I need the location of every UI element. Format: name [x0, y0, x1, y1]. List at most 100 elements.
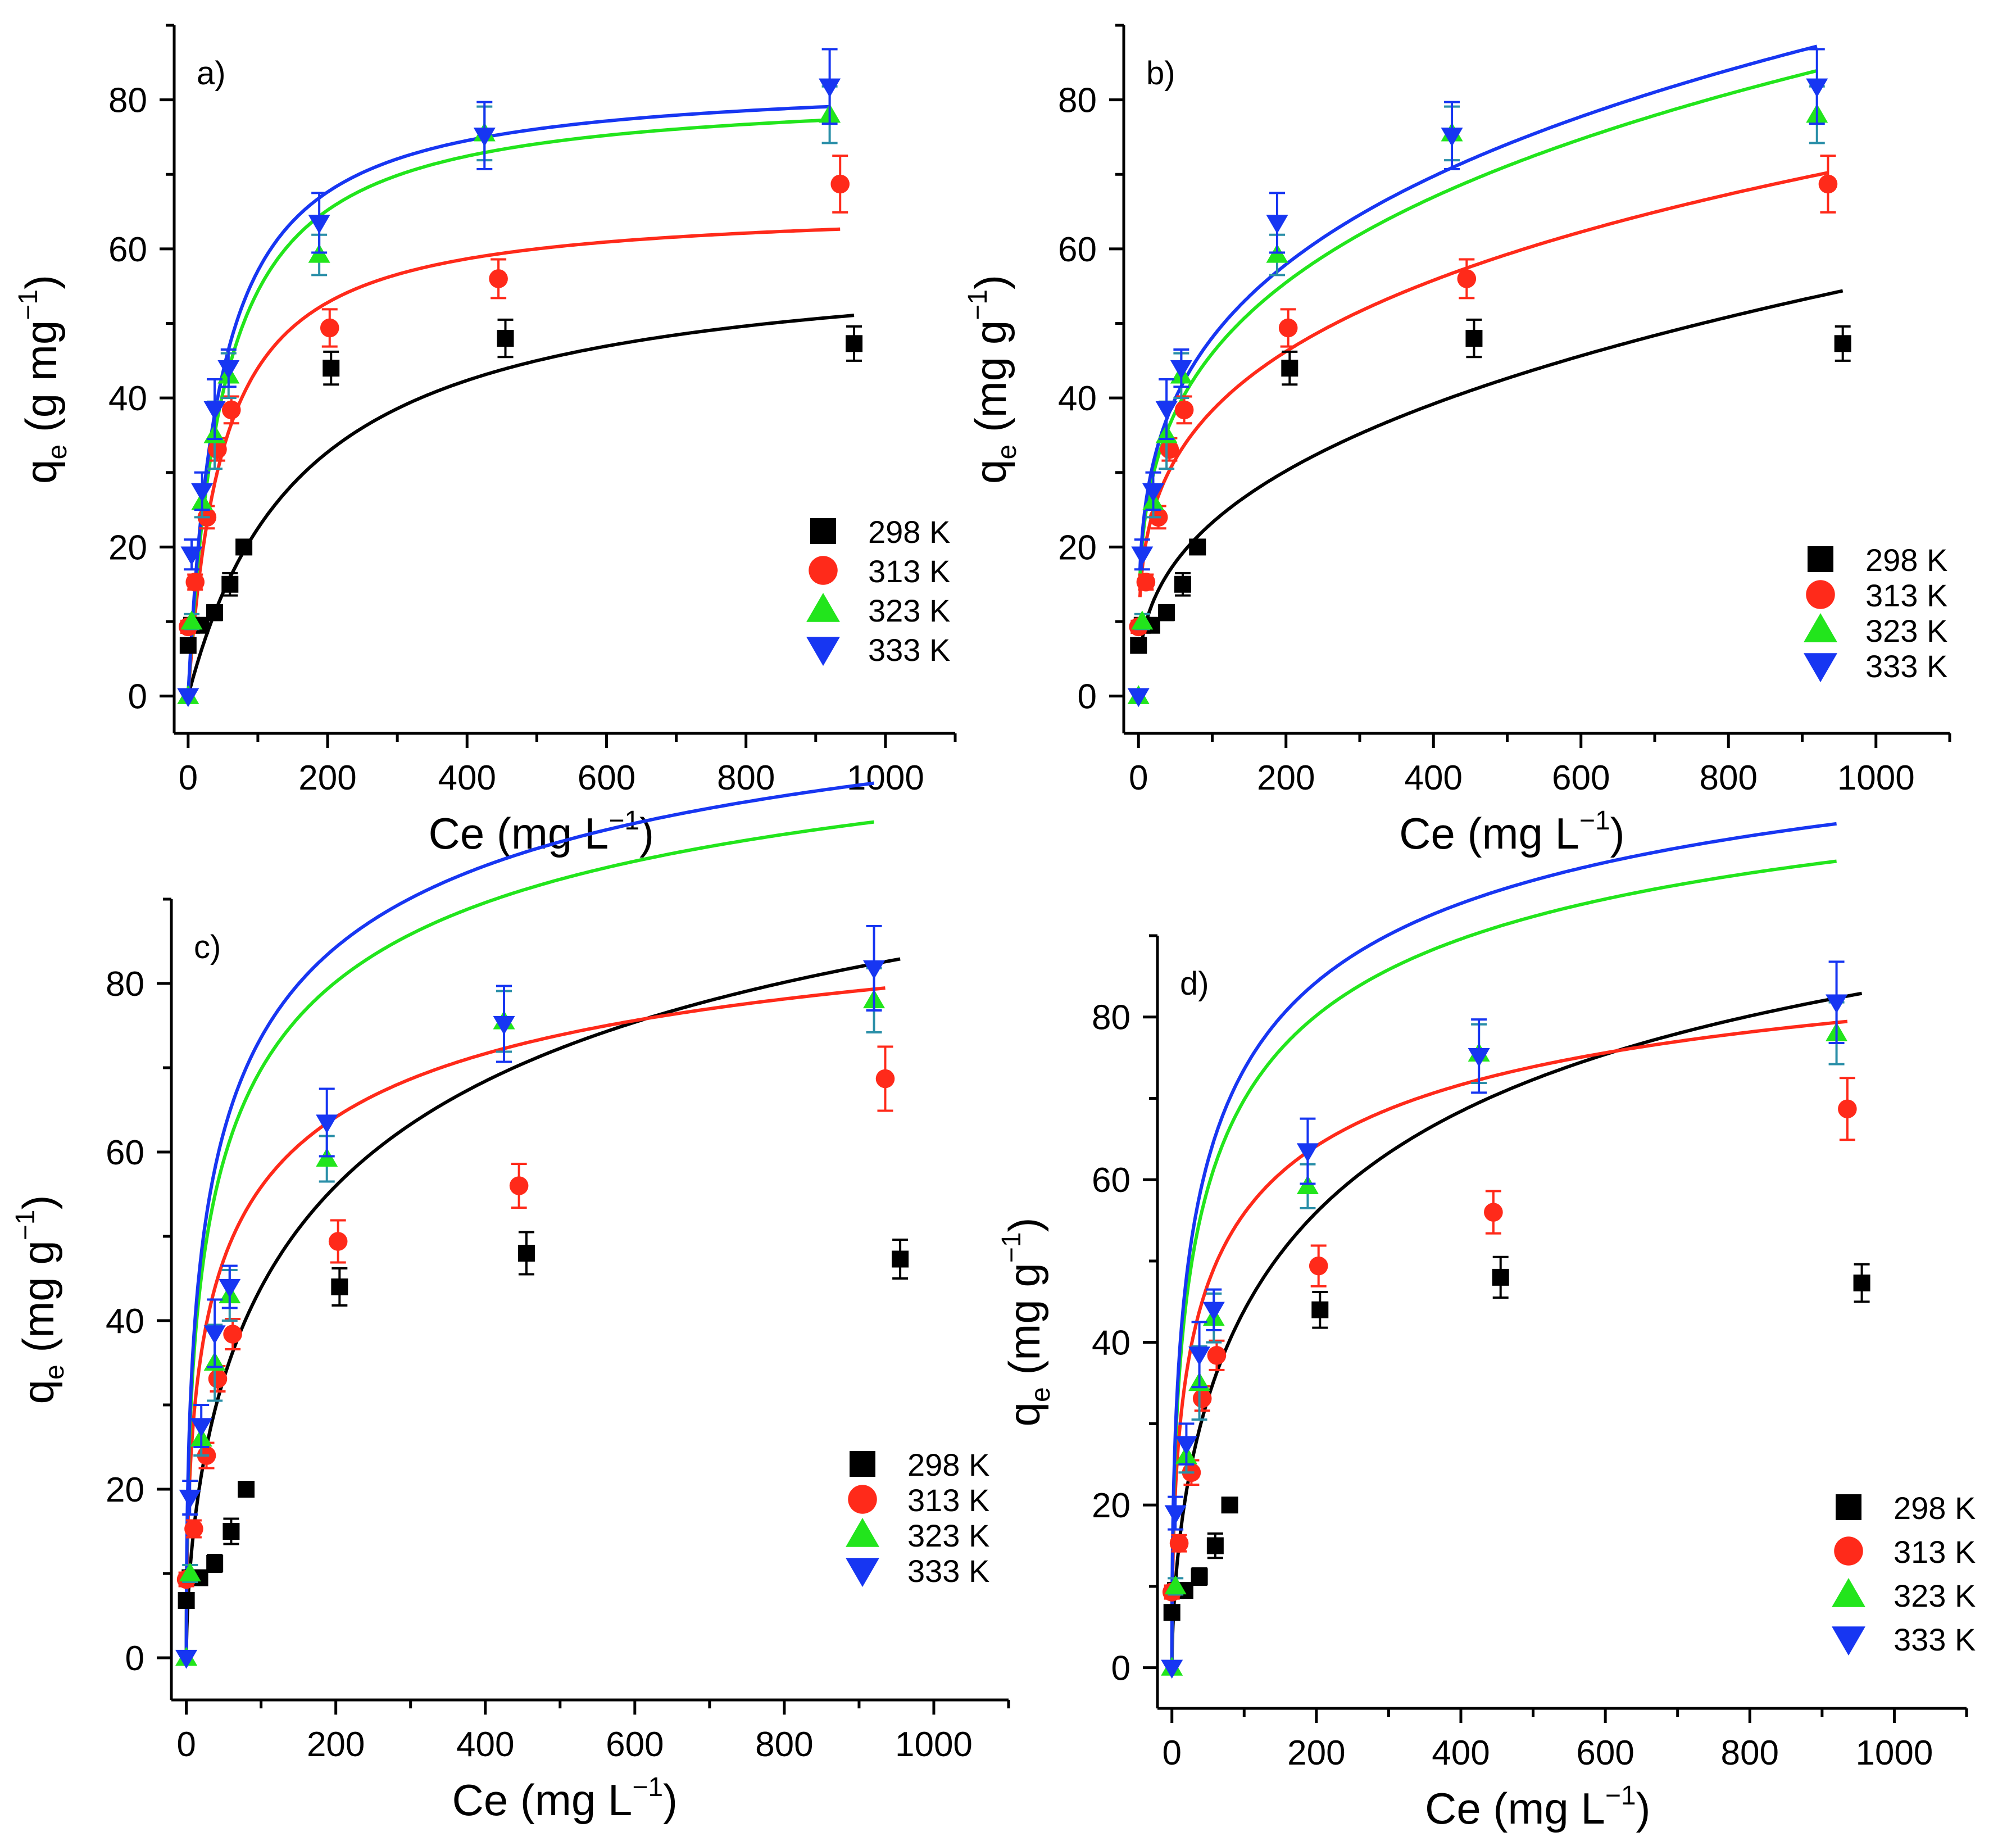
x-axis-title-base: Ce (mg L [1425, 1784, 1605, 1833]
y-tick-label: 40 [108, 379, 147, 418]
x-tick-label: 1000 [895, 1725, 973, 1764]
x-axis-title-sup: −1 [1605, 1781, 1636, 1811]
data-point [223, 1523, 240, 1540]
legend-marker [806, 637, 840, 666]
data-point [221, 400, 241, 420]
data-point [1169, 1534, 1189, 1553]
data-point [177, 688, 199, 708]
y-axis-title-sup: −1 [11, 1210, 40, 1241]
data-point [489, 269, 508, 288]
data-point [1202, 1302, 1225, 1321]
y-tick-label: 20 [1092, 1486, 1130, 1525]
x-tick-label: 200 [298, 759, 356, 797]
legend-marker [1832, 1626, 1865, 1656]
data-point [1188, 1346, 1211, 1366]
y-axis-title-close: ) [966, 275, 1015, 289]
data-point [175, 1649, 198, 1669]
y-tick-label: 40 [1092, 1324, 1130, 1363]
panel-label: a) [197, 55, 226, 92]
data-point [892, 1250, 909, 1268]
y-tick-label: 80 [1058, 81, 1097, 120]
data-point [1131, 546, 1154, 566]
x-tick-label: 200 [1287, 1734, 1345, 1772]
data-point [328, 1232, 348, 1251]
x-axis-title-close: ) [1610, 809, 1625, 858]
data-point [846, 335, 863, 352]
data-point [497, 330, 514, 347]
legend-marker [850, 1451, 875, 1477]
data-point [1311, 1301, 1329, 1318]
y-tick-label: 0 [125, 1639, 144, 1678]
data-point [208, 1369, 228, 1389]
legend-label: 323 K [1894, 1578, 1976, 1613]
data-point [1158, 604, 1175, 622]
y-axis-title-sub: e [40, 1364, 70, 1380]
panel-label: b) [1146, 55, 1175, 92]
data-point [179, 1489, 201, 1509]
x-tick-label: 600 [1552, 759, 1610, 797]
y-tick-label: 20 [1058, 528, 1097, 567]
data-point [1161, 1659, 1183, 1679]
legend-marker [1804, 653, 1837, 682]
data-point [1130, 637, 1147, 654]
data-point [1191, 1568, 1208, 1585]
data-point [1131, 610, 1154, 630]
y-tick-label: 60 [106, 1133, 144, 1172]
data-point [178, 1592, 195, 1609]
legend-marker [848, 1485, 877, 1514]
legend-label: 298 K [907, 1447, 989, 1482]
y-axis-title-sup: −1 [13, 289, 43, 320]
x-tick-label: 0 [179, 759, 198, 797]
fit-curve-298k [186, 314, 855, 697]
data-point [180, 610, 203, 630]
data-point [1853, 1275, 1870, 1292]
x-tick-label: 800 [1721, 1734, 1779, 1772]
data-point [1174, 575, 1191, 593]
fit-curve-323k [184, 820, 874, 1658]
x-tick-label: 1000 [1855, 1734, 1933, 1772]
y-axis-title: qe (mg g−1) [997, 1218, 1056, 1427]
x-tick-label: 1000 [1837, 759, 1915, 797]
x-tick-label: 0 [1129, 759, 1148, 797]
data-point [191, 483, 214, 502]
data-point [1826, 994, 1848, 1014]
legend-label: 313 K [868, 554, 950, 589]
x-tick-label: 200 [1257, 759, 1315, 797]
data-point [1192, 1389, 1212, 1408]
data-point [1170, 360, 1192, 379]
fit-curve-313k [1138, 171, 1828, 597]
x-tick-label: 800 [1700, 759, 1758, 797]
y-axis-title-units: (g mg [16, 320, 66, 445]
y-tick-label: 20 [108, 528, 147, 567]
data-point [217, 360, 240, 379]
x-tick-label: 0 [1162, 1734, 1181, 1772]
data-point [235, 538, 253, 556]
legend-label: 323 K [868, 593, 950, 628]
data-point [1281, 360, 1298, 377]
legend-marker [846, 1558, 879, 1587]
x-axis-title: Ce (mg L−1) [1425, 1781, 1650, 1833]
data-point [221, 575, 239, 593]
legend-marker [846, 1518, 879, 1547]
y-axis-title-units: (mg g [1000, 1263, 1049, 1387]
x-tick-label: 400 [456, 1725, 514, 1764]
data-point [1221, 1497, 1238, 1514]
legend-label: 333 K [1865, 649, 1947, 684]
legend-marker [1836, 1494, 1861, 1520]
data-point [1468, 1048, 1490, 1067]
data-point [1834, 335, 1851, 352]
y-axis-title-sup: −1 [997, 1232, 1027, 1263]
legend-label: 313 K [1865, 578, 1947, 613]
y-tick-label: 60 [108, 230, 147, 269]
data-point [323, 360, 340, 377]
y-axis-title-units: (mg g [966, 320, 1015, 445]
y-tick-label: 80 [106, 965, 144, 1004]
legend-marker [809, 556, 838, 585]
data-point [830, 174, 850, 194]
data-point [223, 1325, 242, 1344]
